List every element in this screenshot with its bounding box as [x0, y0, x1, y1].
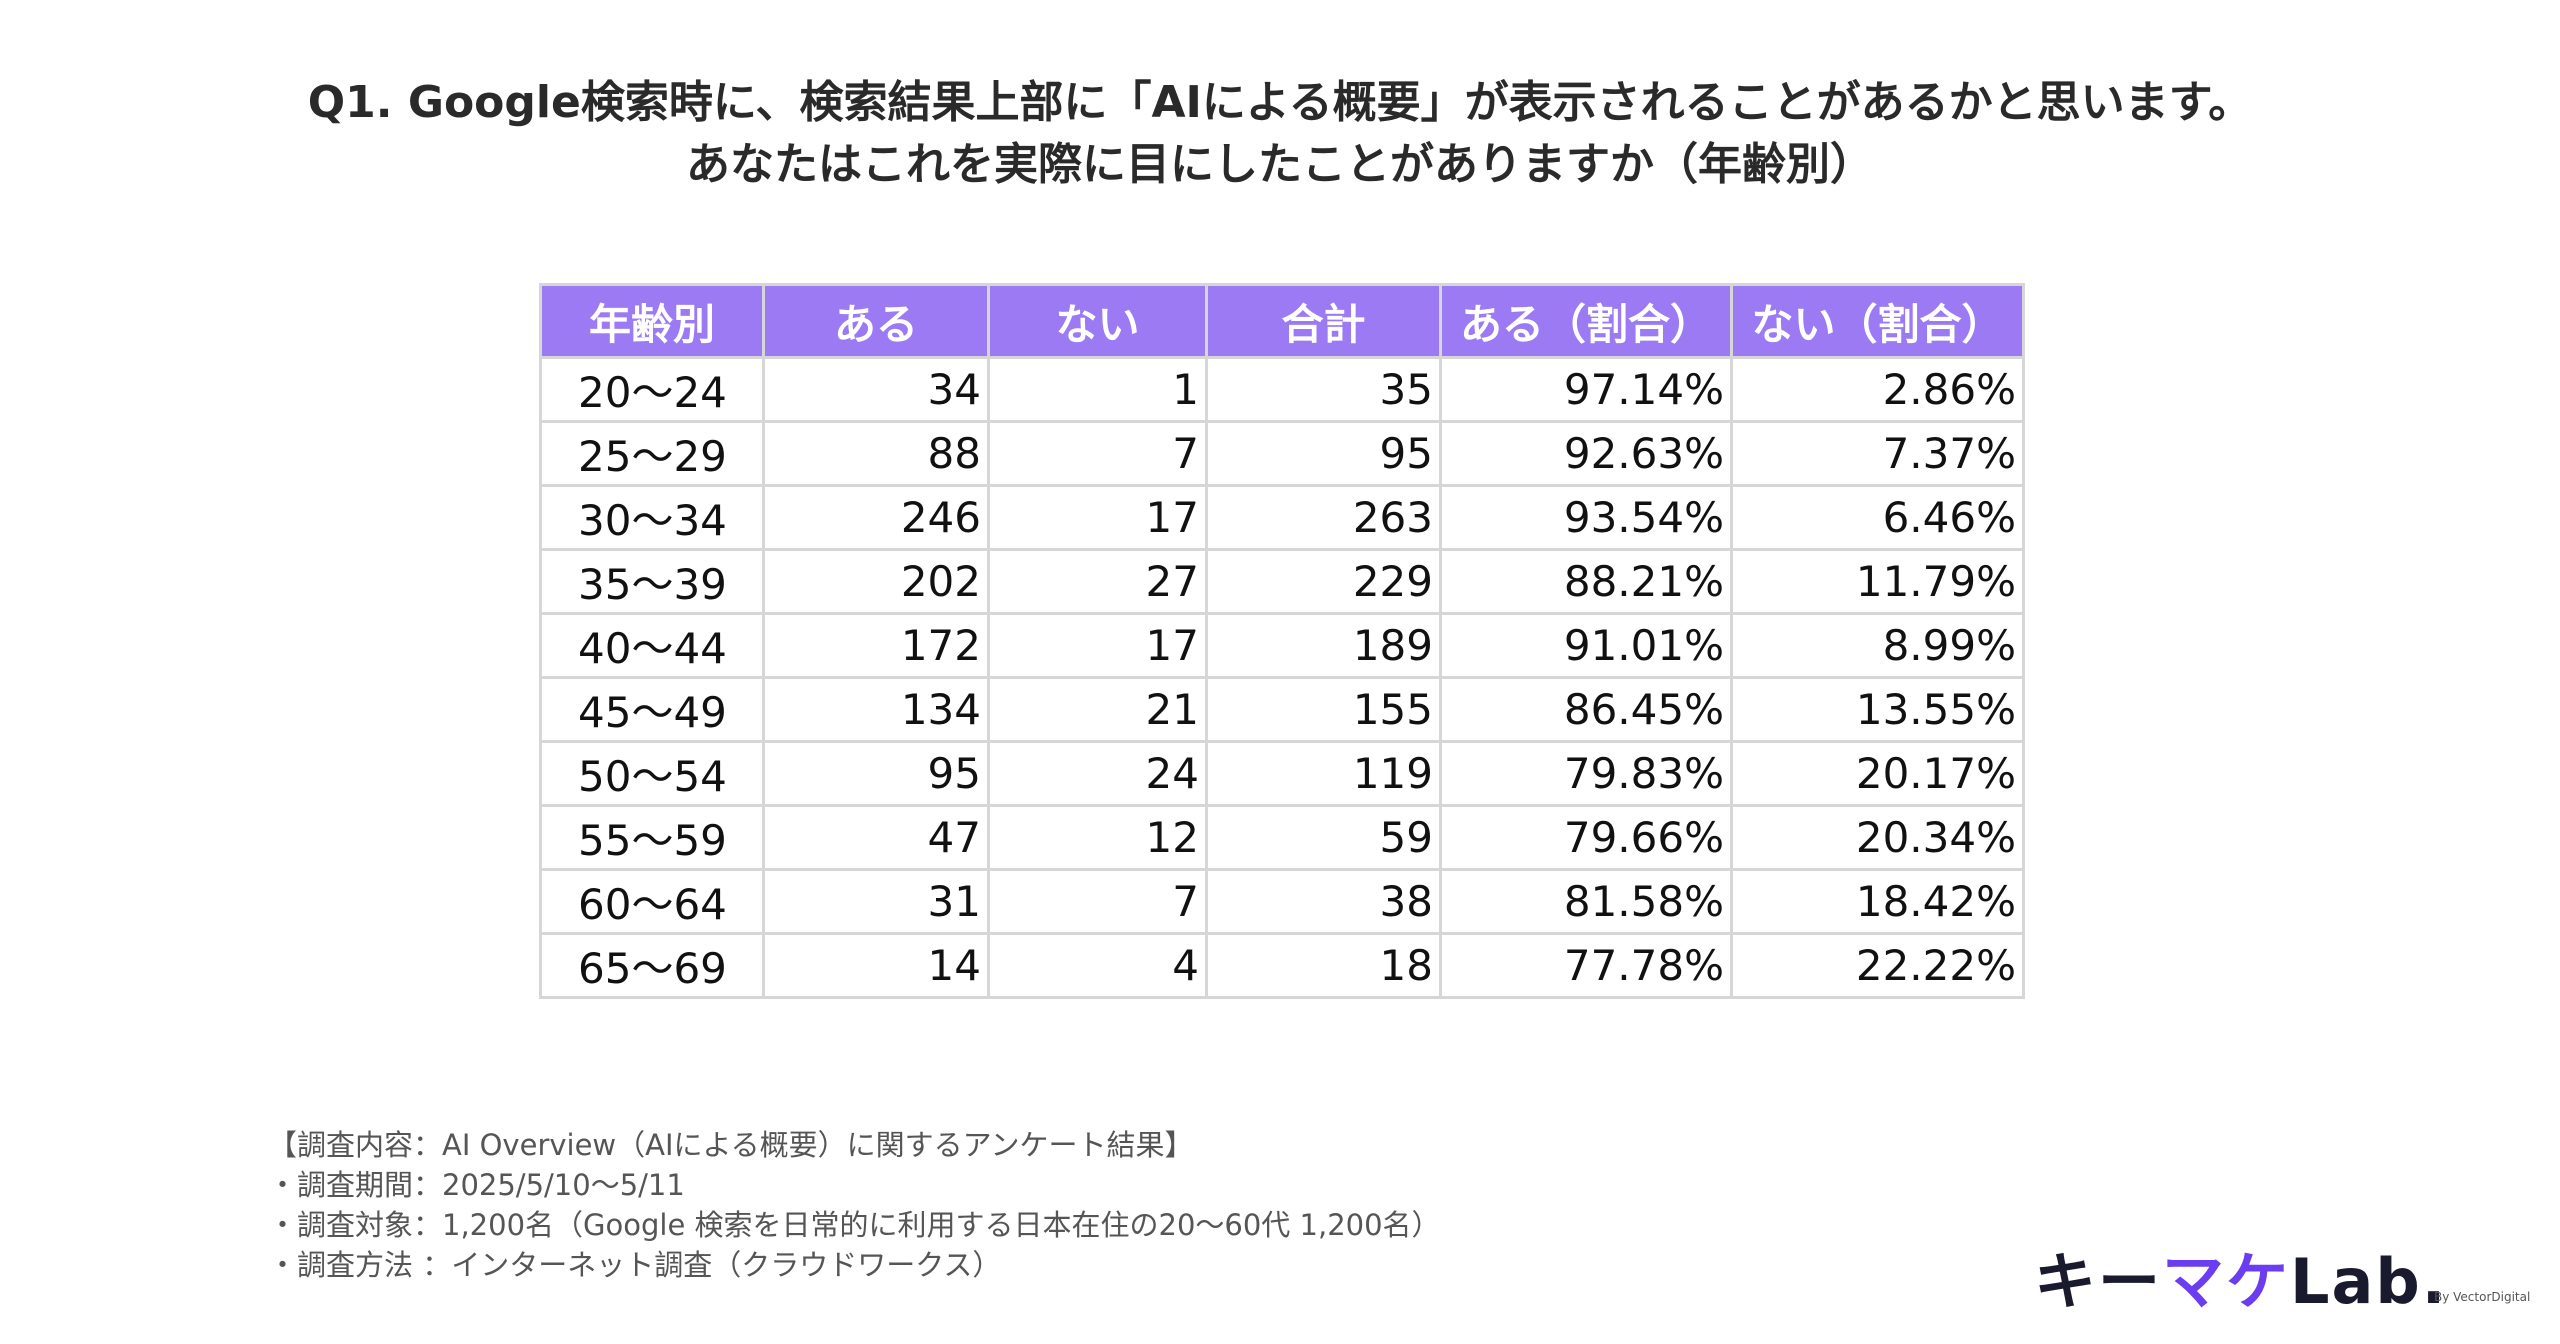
- table-row: 40〜44 172 17 189 91.01% 8.99%: [539, 612, 2025, 679]
- yes-rate-cell: 79.83%: [1439, 740, 1733, 807]
- no-rate-cell: 20.17%: [1730, 740, 2025, 807]
- age-cell: 25〜29: [539, 420, 765, 487]
- no-count-cell: 17: [987, 484, 1208, 551]
- no-rate-cell: 2.86%: [1730, 356, 2025, 423]
- yes-count-cell: 172: [762, 612, 990, 679]
- no-rate-cell: 11.79%: [1730, 548, 2025, 615]
- no-rate-cell: 18.42%: [1730, 868, 2025, 935]
- age-cell: 35〜39: [539, 548, 765, 615]
- table-row: 50〜54 95 24 119 79.83% 20.17%: [539, 740, 2025, 807]
- age-cell: 60〜64: [539, 868, 765, 935]
- yes-rate-cell: 86.45%: [1439, 676, 1733, 743]
- total-cell: 35: [1205, 356, 1442, 423]
- logo-part-3: Lab.: [2290, 1245, 2448, 1318]
- no-rate-cell: 13.55%: [1730, 676, 2025, 743]
- no-rate-cell: 6.46%: [1730, 484, 2025, 551]
- yes-count-cell: 246: [762, 484, 990, 551]
- table-row: 45〜49 134 21 155 86.45% 13.55%: [539, 676, 2025, 743]
- no-count-cell: 7: [987, 868, 1208, 935]
- logo-part-2: マケ: [2162, 1245, 2291, 1318]
- no-count-cell: 24: [987, 740, 1208, 807]
- yes-count-cell: 47: [762, 804, 990, 871]
- logo-wordmark: キーマケLab.: [2034, 1251, 2447, 1313]
- age-table: 年齢別 ある ない 合計 ある（割合） ない（割合） 20〜24 34 1 35 97.…: [539, 283, 2025, 999]
- no-rate-cell: 20.34%: [1730, 804, 2025, 871]
- logo-part-1: キー: [2034, 1245, 2163, 1318]
- title-line-1: Q1. Google検索時に、検索結果上部に「AIによる概要」が表示されることが…: [307, 77, 2253, 128]
- age-cell: 20〜24: [539, 356, 765, 423]
- yes-count-cell: 88: [762, 420, 990, 487]
- no-count-cell: 1: [987, 356, 1208, 423]
- table-row: 25〜29 88 7 95 92.63% 7.37%: [539, 420, 2025, 487]
- table-row: 30〜34 246 17 263 93.54% 6.46%: [539, 484, 2025, 551]
- no-count-cell: 4: [987, 932, 1208, 999]
- no-count-cell: 7: [987, 420, 1208, 487]
- yes-rate-cell: 97.14%: [1439, 356, 1733, 423]
- yes-count-cell: 34: [762, 356, 990, 423]
- no-count-cell: 27: [987, 548, 1208, 615]
- age-cell: 55〜59: [539, 804, 765, 871]
- age-cell: 45〜49: [539, 676, 765, 743]
- total-cell: 18: [1205, 932, 1442, 999]
- note-method: ・調査方法 ：インターネット調査（クラウドワークス）: [268, 1248, 1002, 1282]
- table-row: 65〜69 14 4 18 77.78% 22.22%: [539, 932, 2025, 999]
- logo: キーマケLab. By VectorDigital: [2034, 1251, 2534, 1313]
- note-target: ・調査対象：1,200名（Google 検索を日常的に利用する日本在住の20〜6…: [268, 1208, 1441, 1242]
- yes-count-cell: 95: [762, 740, 990, 807]
- no-count-cell: 12: [987, 804, 1208, 871]
- yes-rate-cell: 91.01%: [1439, 612, 1733, 679]
- survey-notes: 【調査内容：AI Overview（AIによる概要）に関するアンケート結果】 ・…: [268, 1125, 1441, 1285]
- header-age: 年齢別: [539, 283, 765, 359]
- age-cell: 65〜69: [539, 932, 765, 999]
- table-row: 35〜39 202 27 229 88.21% 11.79%: [539, 548, 2025, 615]
- age-cell: 50〜54: [539, 740, 765, 807]
- total-cell: 95: [1205, 420, 1442, 487]
- age-cell: 30〜34: [539, 484, 765, 551]
- header-total: 合計: [1205, 283, 1442, 359]
- total-cell: 119: [1205, 740, 1442, 807]
- header-no-rate: ない（割合）: [1730, 283, 2025, 359]
- total-cell: 229: [1205, 548, 1442, 615]
- yes-rate-cell: 81.58%: [1439, 868, 1733, 935]
- logo-byline: By VectorDigital: [2434, 1290, 2531, 1304]
- total-cell: 189: [1205, 612, 1442, 679]
- header-yes-rate: ある（割合）: [1439, 283, 1733, 359]
- total-cell: 263: [1205, 484, 1442, 551]
- header-row: 年齢別 ある ない 合計 ある（割合） ない（割合）: [539, 283, 2025, 359]
- total-cell: 155: [1205, 676, 1442, 743]
- yes-count-cell: 14: [762, 932, 990, 999]
- note-period: ・調査期間：2025/5/10〜5/11: [268, 1168, 685, 1202]
- no-count-cell: 17: [987, 612, 1208, 679]
- total-cell: 59: [1205, 804, 1442, 871]
- yes-count-cell: 134: [762, 676, 990, 743]
- yes-rate-cell: 77.78%: [1439, 932, 1733, 999]
- header-yes: ある: [762, 283, 990, 359]
- table-row: 20〜24 34 1 35 97.14% 2.86%: [539, 356, 2025, 423]
- yes-rate-cell: 79.66%: [1439, 804, 1733, 871]
- header-no: ない: [987, 283, 1208, 359]
- yes-rate-cell: 88.21%: [1439, 548, 1733, 615]
- no-count-cell: 21: [987, 676, 1208, 743]
- table-row: 55〜59 47 12 59 79.66% 20.34%: [539, 804, 2025, 871]
- total-cell: 38: [1205, 868, 1442, 935]
- yes-rate-cell: 93.54%: [1439, 484, 1733, 551]
- no-rate-cell: 22.22%: [1730, 932, 2025, 999]
- title-line-2: あなたはこれを実際に目にしたことがありますか（年齢別）: [686, 139, 1874, 190]
- note-content: 【調査内容：AI Overview（AIによる概要）に関するアンケート結果】: [268, 1128, 1194, 1162]
- no-rate-cell: 8.99%: [1730, 612, 2025, 679]
- table-row: 60〜64 31 7 38 81.58% 18.42%: [539, 868, 2025, 935]
- yes-count-cell: 202: [762, 548, 990, 615]
- chart-title: Q1. Google検索時に、検索結果上部に「AIによる概要」が表示されることが…: [0, 72, 2560, 196]
- yes-rate-cell: 92.63%: [1439, 420, 1733, 487]
- yes-count-cell: 31: [762, 868, 990, 935]
- age-cell: 40〜44: [539, 612, 765, 679]
- no-rate-cell: 7.37%: [1730, 420, 2025, 487]
